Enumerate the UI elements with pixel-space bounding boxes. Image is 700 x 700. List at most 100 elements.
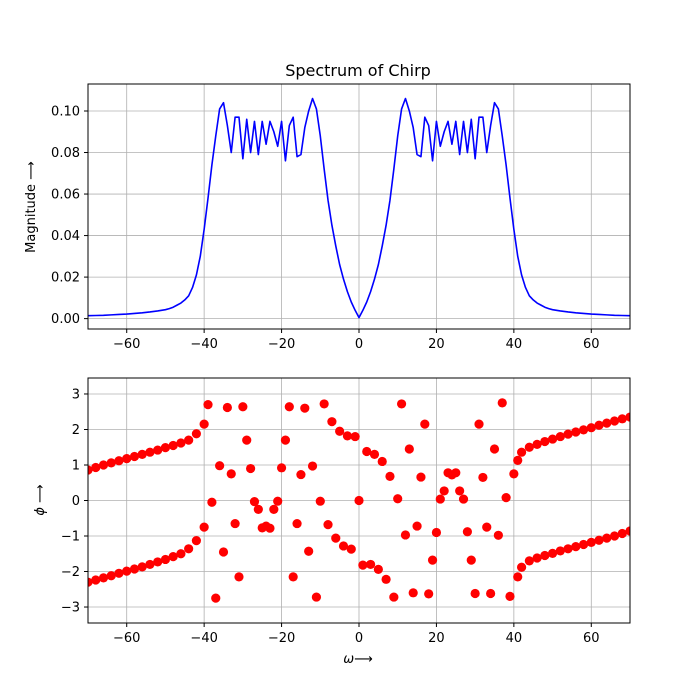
phase-axes: −60 −40 −20 0 20 40 60 −3 −2 −1 0 1 2 3: [61, 377, 631, 646]
phase-point: [122, 454, 132, 464]
phase-point: [431, 527, 442, 538]
phase-point: [470, 588, 480, 599]
phase-point: [602, 533, 612, 543]
phase-point: [238, 402, 248, 412]
phase-point: [540, 550, 550, 561]
phase-point: [203, 400, 213, 410]
phase-point: [462, 527, 472, 537]
phase-point: [280, 435, 291, 445]
phase-ytick-label: 3: [72, 387, 80, 402]
magnitude-xtick-label: −20: [268, 337, 295, 352]
magnitude-ytick-label: 0.10: [51, 104, 80, 119]
phase-point: [315, 496, 325, 506]
phase-point: [222, 402, 232, 413]
phase-point: [396, 399, 407, 409]
phase-point: [362, 446, 372, 457]
phase-point: [524, 442, 534, 452]
phase-point: [129, 451, 140, 462]
phase-point: [563, 544, 573, 554]
phase-point: [191, 536, 201, 546]
phase-point: [602, 418, 612, 428]
phase-point: [98, 573, 109, 583]
phase-point: [218, 547, 229, 557]
phase-point: [176, 438, 186, 448]
magnitude-ytick-label: 0.00: [51, 312, 80, 327]
magnitude-xtick-label: 20: [428, 337, 445, 352]
phase-point: [249, 496, 260, 507]
phase-point: [517, 562, 527, 572]
phase-point: [346, 544, 356, 554]
phase-point: [199, 419, 209, 429]
phase-point: [625, 412, 630, 422]
phase-point: [342, 431, 352, 441]
phase-point: [493, 530, 503, 540]
phase-point: [389, 592, 399, 602]
phase-point: [625, 526, 630, 536]
phase-point: [420, 419, 430, 429]
phase-point: [586, 537, 596, 547]
phase-point: [296, 469, 306, 480]
phase-point: [404, 444, 414, 454]
phase-xtick-label: −40: [190, 631, 217, 646]
phase-point: [338, 541, 349, 551]
magnitude-plot-area: [88, 97, 630, 319]
phase-point: [184, 435, 194, 445]
phase-point: [513, 455, 523, 465]
phase-point: [609, 416, 620, 426]
magnitude-series-line: [88, 97, 630, 319]
phase-point: [288, 572, 298, 582]
phase-point: [168, 440, 178, 451]
phase-point: [327, 417, 337, 427]
phase-point: [373, 564, 383, 574]
phase-point: [311, 592, 322, 602]
phase-ytick-label: 0: [72, 494, 80, 509]
phase-point: [505, 591, 515, 601]
phase-point: [489, 444, 500, 454]
phase-point: [304, 546, 314, 556]
phase-point: [617, 414, 627, 424]
phase-point: [555, 431, 565, 442]
phase-point: [292, 518, 302, 529]
phase-point: [300, 403, 310, 413]
phase-point: [265, 523, 275, 533]
phase-point: [160, 554, 171, 565]
phase-point: [98, 460, 109, 470]
phase-ytick-label: 1: [72, 458, 80, 473]
phase-point: [91, 575, 101, 585]
phase-xlabel: ω⟶: [343, 652, 373, 667]
phase-point: [451, 468, 461, 478]
phase-point: [114, 568, 124, 578]
magnitude-ytick-label: 0.04: [51, 229, 80, 244]
phase-point: [540, 436, 550, 447]
phase-point: [160, 442, 171, 453]
phase-point: [91, 462, 101, 473]
phase-point: [331, 533, 341, 543]
magnitude-frame: [87, 83, 631, 330]
magnitude-xtick-label: −60: [113, 337, 140, 352]
phase-point: [246, 463, 256, 474]
phase-point: [276, 463, 287, 473]
phase-ytick-label: −2: [61, 565, 80, 580]
phase-point: [466, 555, 476, 565]
phase-point: [153, 445, 163, 455]
phase-point: [385, 471, 395, 481]
phase-point: [400, 530, 411, 540]
phase-point: [513, 572, 523, 582]
phase-point: [439, 486, 449, 496]
phase-point: [478, 472, 488, 483]
phase-ytick-label: −1: [61, 530, 80, 545]
phase-ylabel: ϕ ⟶: [33, 484, 48, 515]
phase-point: [571, 542, 581, 552]
phase-point: [215, 461, 225, 471]
phase-point: [547, 434, 558, 444]
phase-point: [412, 521, 422, 531]
phase-point: [242, 435, 252, 445]
phase-point: [427, 555, 438, 565]
phase-point: [609, 531, 620, 541]
phase-point: [199, 522, 209, 532]
phase-point: [122, 566, 132, 576]
phase-point: [617, 528, 627, 539]
phase-point: [335, 426, 345, 436]
phase-xtick-label: −60: [113, 631, 140, 646]
phase-point: [532, 553, 542, 563]
